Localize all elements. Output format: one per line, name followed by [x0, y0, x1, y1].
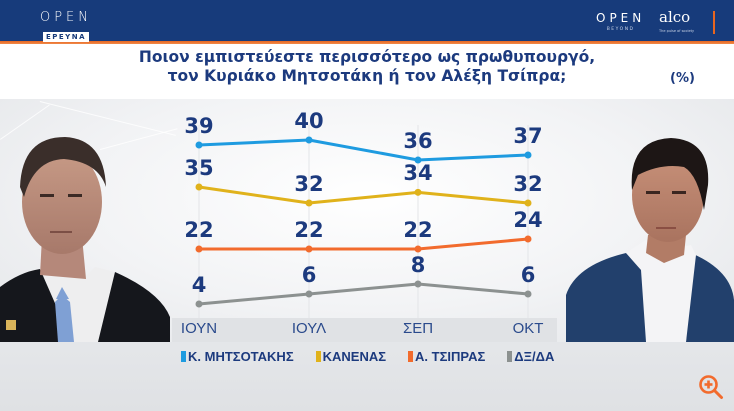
data-label: 8 [410, 253, 426, 277]
data-label: 36 [403, 129, 433, 153]
legend-swatch-icon [507, 351, 513, 362]
portrait-mitsotakis [0, 127, 170, 342]
data-label: 34 [403, 161, 433, 186]
zoom-in-icon[interactable] [698, 374, 724, 400]
legend-swatch-icon [315, 351, 321, 362]
data-label: 22 [294, 218, 324, 242]
x-tick-label: ΣΕΠ [402, 320, 434, 337]
x-tick-label: ΙΟΥΝ [180, 320, 218, 337]
open-beyond-logo: OPEN BEYOND [596, 12, 645, 32]
legend-item: Α. ΤΣΙΠΡΑΣ [408, 349, 485, 364]
unit-label: (%) [670, 71, 695, 86]
data-label: 32 [294, 172, 324, 196]
legend-swatch-icon [408, 351, 414, 362]
chart-legend: Κ. ΜΗΤΣΟΤΑΚΗΣ ΚΑΝΕΝΑΣ Α. ΤΣΙΠΡΑΣ ΔΞ/ΔΑ [181, 349, 554, 364]
logo-wordmark: OPEN [39, 10, 92, 25]
legend-label: Α. ΤΣΙΠΡΑΣ [415, 349, 486, 364]
title-band [0, 44, 734, 99]
header-accent-stripe [0, 41, 734, 44]
portrait-tsipras [566, 135, 734, 342]
legend-label: Κ. ΜΗΤΣΟΤΑΚΗΣ [188, 349, 294, 364]
data-label: 24 [513, 208, 543, 232]
data-label: 22 [403, 218, 433, 242]
data-label: 4 [191, 273, 207, 297]
alco-tagline: The pulse of society [659, 29, 695, 33]
title-line-2: τον Κυριάκο Μητσοτάκη ή τον Αλέξη Τσίπρα… [167, 67, 567, 85]
chart-title: Ποιον εμπιστεύεστε περισσότερο ως πρωθυπ… [100, 48, 634, 86]
data-label: 40 [294, 109, 324, 133]
data-label: 39 [184, 114, 214, 138]
data-label: 32 [513, 172, 543, 196]
logo-sublabel: BEYOND [606, 27, 635, 32]
legend-item: ΚΑΝΕΝΑΣ [315, 349, 387, 364]
alco-logo: alco The pulse of society [659, 8, 695, 34]
header-bar [0, 0, 734, 41]
legend-label: ΚΑΝΕΝΑΣ [322, 349, 387, 364]
open-erevna-logo: OPEN ΕΡΕΥΝΑ [38, 11, 94, 43]
logo-sublabel: ΕΡΕΥΝΑ [42, 32, 90, 42]
legend-swatch-icon [181, 351, 186, 362]
legend-item: Κ. ΜΗΤΣΟΤΑΚΗΣ [181, 349, 294, 364]
data-label: 6 [520, 263, 536, 287]
x-tick-label: ΟΚΤ [512, 320, 544, 337]
x-axis-band [172, 318, 557, 342]
legend-item: ΔΞ/ΔΑ [507, 349, 554, 364]
data-label: 22 [184, 218, 214, 242]
x-tick-label: ΙΟΥΛ [291, 320, 327, 337]
data-label: 35 [184, 156, 214, 180]
legend-label: ΔΞ/ΔΑ [514, 349, 555, 364]
data-label: 6 [301, 263, 317, 287]
logo-wordmark: OPEN [596, 11, 646, 25]
alco-name: alco [659, 8, 691, 26]
title-line-1: Ποιον εμπιστεύεστε περισσότερο ως πρωθυπ… [138, 48, 596, 66]
logo-divider [713, 11, 715, 34]
data-label: 37 [513, 124, 543, 148]
